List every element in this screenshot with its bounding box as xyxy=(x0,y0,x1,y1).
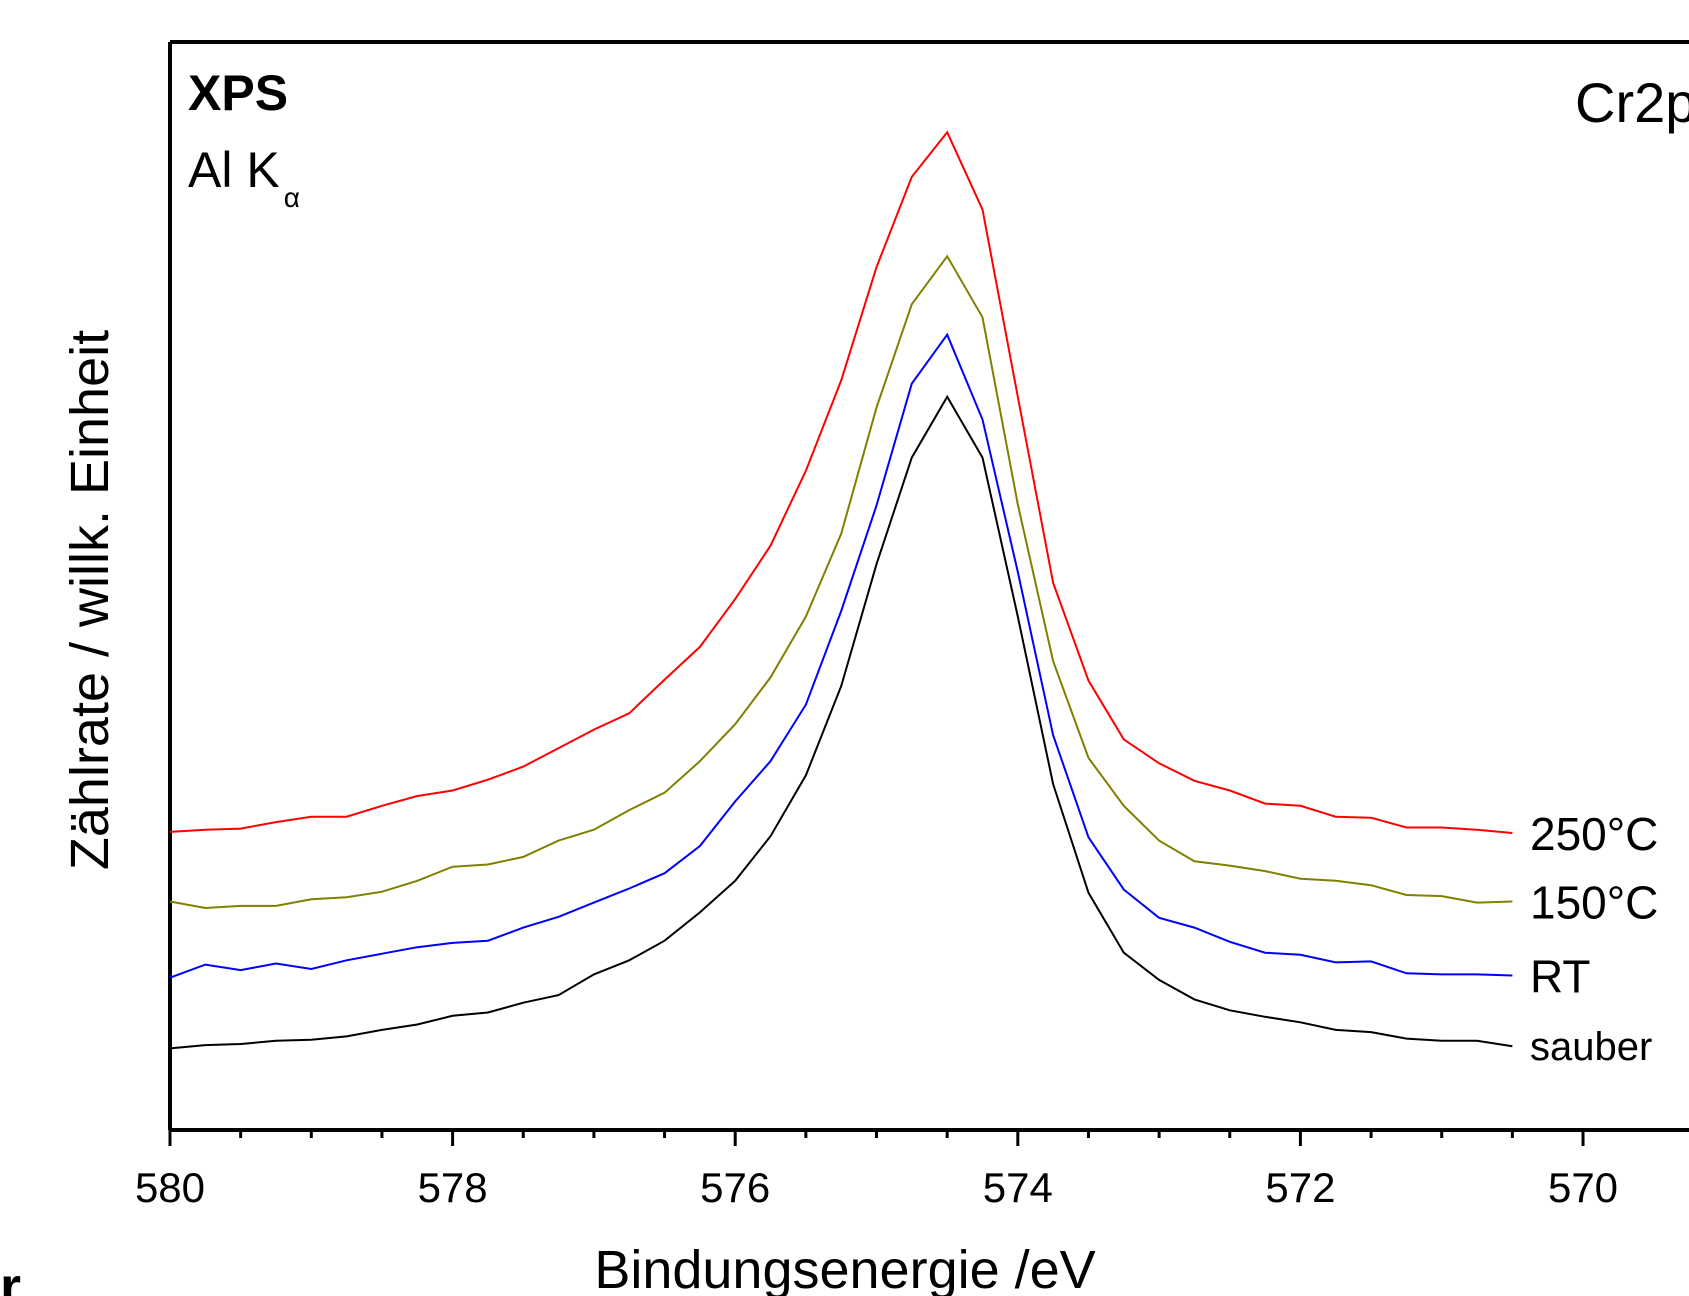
x-tick-label: 572 xyxy=(1265,1164,1335,1211)
x-tick-label: 576 xyxy=(700,1164,770,1211)
series-label: sauber xyxy=(1530,1025,1652,1069)
chart-title: Cr2p xyxy=(1575,71,1689,134)
series-labels: 250°C 150°C RT sauber xyxy=(1530,808,1658,1069)
series-line xyxy=(169,130,1513,834)
plot-frame xyxy=(168,40,1689,1132)
x-tick-label: 580 xyxy=(135,1164,205,1211)
method-label: XPS xyxy=(188,65,288,121)
series-label: 250°C xyxy=(1530,808,1658,860)
series-lines xyxy=(169,130,1513,1050)
x-tick-label: 574 xyxy=(983,1164,1053,1211)
x-tick-label: 570 xyxy=(1548,1164,1618,1211)
source-label-main: Al K xyxy=(188,142,280,198)
series-line xyxy=(169,332,1513,979)
x-tick-label: 578 xyxy=(418,1164,488,1211)
series-label: RT xyxy=(1530,951,1591,1003)
series-line xyxy=(169,254,1513,910)
x-axis-ticks xyxy=(168,1130,1585,1146)
corner-mark: r xyxy=(0,1257,21,1296)
y-axis-label: Zählrate / willk. Einheit xyxy=(60,330,120,870)
x-axis-label: Bindungsenergie /eV xyxy=(594,1240,1095,1296)
source-label-sub: α xyxy=(284,182,300,213)
series-line xyxy=(169,394,1513,1050)
x-axis-tick-labels: 580 578 576 574 572 570 xyxy=(135,1164,1618,1211)
series-label: 150°C xyxy=(1530,877,1658,929)
